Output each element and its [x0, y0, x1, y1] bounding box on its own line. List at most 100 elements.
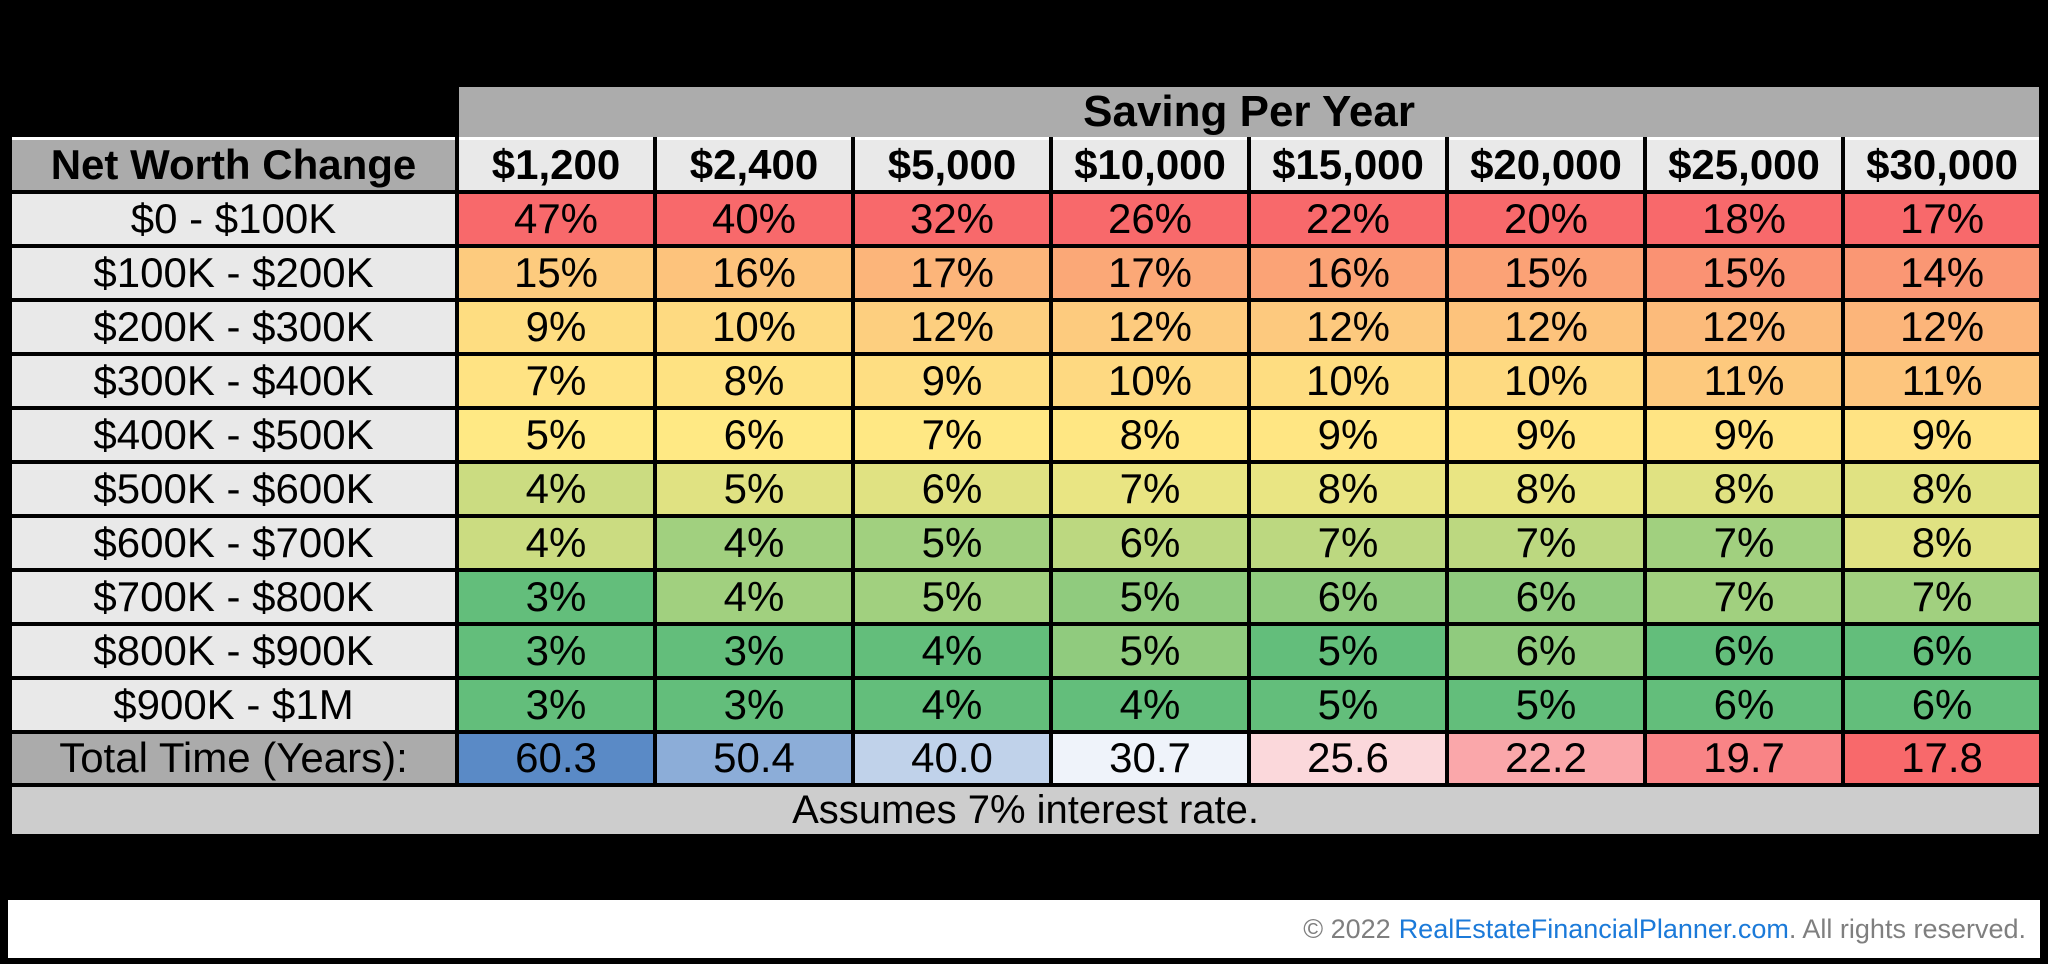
heatmap-cell: 10% [653, 297, 855, 356]
heatmap-cell: 6% [1643, 675, 1845, 734]
heatmap-cell: 17% [1840, 189, 2044, 248]
heatmap-cell: 9% [1445, 405, 1647, 464]
heatmap-cell: 15% [455, 243, 657, 302]
heatmap-cell: 5% [1247, 621, 1449, 680]
heatmap-cell: 9% [1247, 405, 1449, 464]
heatmap-cell: 5% [851, 513, 1053, 572]
total-time-cell: 19.7 [1643, 729, 1845, 787]
heatmap-cell: 6% [1445, 621, 1647, 680]
column-header: $10,000 [1049, 137, 1251, 194]
heatmap-cell: 7% [1445, 513, 1647, 572]
heatmap-cell: 10% [1049, 351, 1251, 410]
heatmap-cell: 10% [1445, 351, 1647, 410]
heatmap-cell: 18% [1643, 189, 1845, 248]
heatmap-cell: 3% [653, 621, 855, 680]
column-header: $25,000 [1643, 137, 1845, 194]
heatmap-cell: 3% [455, 675, 657, 734]
column-header: $2,400 [653, 137, 855, 194]
total-time-cell: 25.6 [1247, 729, 1449, 787]
assumptions-note: Assumes 7% interest rate. [7, 782, 2044, 838]
row-label: $900K - $1M [8, 675, 459, 734]
heatmap-cell: 9% [1840, 405, 2044, 464]
corner-blank [8, 83, 459, 140]
heatmap-cell: 3% [455, 621, 657, 680]
heatmap-cell: 7% [1049, 459, 1251, 518]
heatmap-cell: 20% [1445, 189, 1647, 248]
heatmap-cell: 12% [1840, 297, 2044, 356]
heatmap-cell: 8% [1643, 459, 1845, 518]
heatmap-cell: 8% [1049, 405, 1251, 464]
row-label: $400K - $500K [8, 405, 459, 464]
heatmap-cell: 5% [1247, 675, 1449, 734]
heatmap-cell: 8% [1840, 513, 2044, 572]
heatmap-cell: 22% [1247, 189, 1449, 248]
column-header: $5,000 [851, 137, 1053, 194]
heatmap-cell: 8% [653, 351, 855, 410]
total-time-cell: 17.8 [1840, 729, 2044, 787]
row-label: $600K - $700K [8, 513, 459, 572]
heatmap-cell: 9% [1643, 405, 1845, 464]
column-header: $20,000 [1445, 137, 1647, 194]
heatmap-cell: 26% [1049, 189, 1251, 248]
heatmap-cell: 6% [851, 459, 1053, 518]
heatmap-cell: 10% [1247, 351, 1449, 410]
total-time-cell: 60.3 [455, 729, 657, 787]
heatmap-cell: 7% [455, 351, 657, 410]
heatmap-cell: 4% [851, 621, 1053, 680]
heatmap-cell: 5% [1445, 675, 1647, 734]
total-time-cell: 22.2 [1445, 729, 1647, 787]
heatmap-cell: 7% [851, 405, 1053, 464]
heatmap-cell: 11% [1643, 351, 1845, 410]
heatmap-cell: 7% [1643, 567, 1845, 626]
heatmap-cell: 6% [653, 405, 855, 464]
heatmap-cell: 7% [1840, 567, 2044, 626]
heatmap-cell: 15% [1643, 243, 1845, 302]
heatmap-cell: 11% [1840, 351, 2044, 410]
rights-text: . All rights reserved. [1788, 913, 2026, 944]
heatmap-cell: 4% [1049, 675, 1251, 734]
heatmap-cell: 5% [851, 567, 1053, 626]
total-time-cell: 40.0 [851, 729, 1053, 787]
heatmap-cell: 4% [851, 675, 1053, 734]
heatmap-cell: 14% [1840, 243, 2044, 302]
planner-link[interactable]: RealEstateFinancialPlanner.com [1398, 913, 1789, 944]
total-time-label: Total Time (Years): [8, 729, 459, 787]
heatmap-cell: 3% [653, 675, 855, 734]
column-header: $1,200 [455, 137, 657, 194]
heatmap-cell: 6% [1643, 621, 1845, 680]
total-time-cell: 50.4 [653, 729, 855, 787]
heatmap-cell: 7% [1643, 513, 1845, 572]
copyright-year: © 2022 [1303, 913, 1391, 944]
net-worth-change-header: Net Worth Change [8, 137, 459, 194]
heatmap-cell: 9% [851, 351, 1053, 410]
total-time-cell: 30.7 [1049, 729, 1251, 787]
column-header: $15,000 [1247, 137, 1449, 194]
heatmap-cell: 32% [851, 189, 1053, 248]
heatmap-cell: 4% [455, 459, 657, 518]
heatmap-cell: 8% [1840, 459, 2044, 518]
heatmap-cell: 5% [1049, 621, 1251, 680]
heatmap-cell: 7% [1247, 513, 1449, 572]
heatmap-cell: 6% [1049, 513, 1251, 572]
heatmap-cell: 4% [653, 513, 855, 572]
heatmap-cell: 6% [1247, 567, 1449, 626]
row-label: $0 - $100K [8, 189, 459, 248]
heatmap-cell: 47% [455, 189, 657, 248]
column-header: $30,000 [1840, 137, 2044, 194]
heatmap-cell: 15% [1445, 243, 1647, 302]
copyright-bar: © 2022 RealEstateFinancialPlanner.com . … [8, 900, 2040, 958]
row-label: $700K - $800K [8, 567, 459, 626]
heatmap-cell: 12% [1643, 297, 1845, 356]
heatmap-cell: 8% [1247, 459, 1449, 518]
row-label: $100K - $200K [8, 243, 459, 302]
row-label: $300K - $400K [8, 351, 459, 410]
heatmap-cell: 12% [1247, 297, 1449, 356]
heatmap-cell: 5% [455, 405, 657, 464]
savings-table: Saving Per Year Net Worth Change $1,200 $2,… [7, 83, 2044, 838]
heatmap-cell: 6% [1840, 621, 2044, 680]
row-label: $800K - $900K [8, 621, 459, 680]
heatmap-cell: 12% [1049, 297, 1251, 356]
heatmap-cell: 4% [653, 567, 855, 626]
row-label: $200K - $300K [8, 297, 459, 356]
